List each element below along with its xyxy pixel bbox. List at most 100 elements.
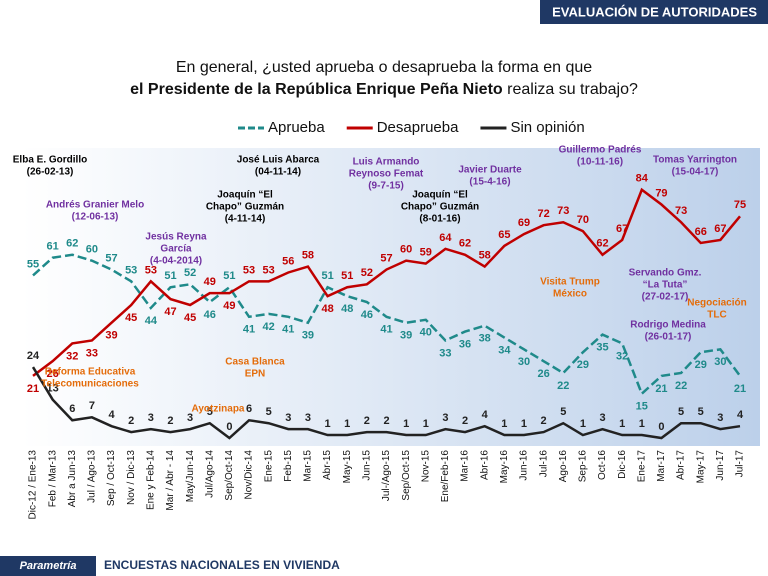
data-label: 2 (462, 415, 468, 427)
x-tick-label: Abr a Jun-13 (67, 450, 78, 508)
data-label: 70 (577, 214, 589, 226)
header-bar (540, 0, 768, 24)
series-line (32, 253, 742, 396)
data-label: 3 (442, 412, 448, 424)
annotation: Reynoso Femat (349, 169, 424, 180)
data-label: 58 (479, 249, 491, 261)
x-tick-label: May-17 (695, 450, 706, 484)
annotation: Joaquín “El (412, 190, 468, 201)
x-tick-label: May/Jun-14 (185, 450, 196, 503)
data-label: 65 (498, 229, 510, 241)
legend-label: Desaprueba (377, 119, 459, 136)
data-label: 51 (223, 270, 235, 282)
data-label: 67 (714, 223, 726, 235)
annotation: (26-02-13) (27, 167, 74, 178)
data-label: 67 (616, 223, 628, 235)
data-label: 15 (636, 401, 648, 413)
data-label: 1 (344, 418, 350, 430)
annotation: Ayotzinapa (192, 404, 245, 415)
annotation: TLC (707, 310, 726, 321)
data-label: 3 (187, 412, 193, 424)
x-tick-label: Ene/Feb-16 (440, 450, 451, 503)
data-label: 1 (325, 418, 331, 430)
annotation: Elba E. Gordillo (13, 155, 87, 166)
legend-label: Aprueba (268, 119, 325, 136)
x-tick-label: Oct-16 (597, 450, 608, 480)
data-label: 46 (204, 309, 216, 321)
data-label: 41 (243, 324, 255, 336)
data-label: 0 (658, 421, 664, 433)
data-label: 39 (400, 330, 412, 342)
data-label: 53 (125, 264, 137, 276)
legend-label: Sin opinión (510, 119, 584, 136)
data-label: 21 (27, 383, 39, 395)
data-label: 21 (734, 383, 746, 395)
annotation: México (553, 289, 587, 300)
annotation: Jesús Reyna (145, 232, 207, 243)
data-label: 42 (263, 321, 275, 333)
annotation: Luis Armando (353, 157, 420, 168)
x-tick-label: Jun-15 (362, 450, 373, 481)
x-tick-label: Jun-17 (715, 450, 726, 481)
data-label: 7 (89, 400, 95, 412)
title-rest: realiza su trabajo? (503, 81, 638, 98)
x-tick-label: Feb-15 (283, 450, 294, 482)
data-label: 59 (420, 247, 432, 259)
data-label: 6 (69, 403, 75, 415)
x-tick-label: Jul-17 (735, 450, 746, 478)
data-label: 57 (380, 252, 392, 264)
data-label: 36 (459, 339, 471, 351)
data-label: 62 (66, 238, 78, 250)
data-label: 5 (698, 406, 704, 418)
data-label: 60 (400, 244, 412, 256)
data-label: 49 (204, 276, 216, 288)
x-tick-label: Jul-/Ago-15 (381, 450, 392, 502)
data-label: 84 (636, 173, 649, 185)
data-label: 38 (479, 333, 491, 345)
annotation: “La Tuta” (643, 280, 688, 291)
x-tick-label: Jun-16 (519, 450, 530, 481)
data-label: 58 (302, 249, 314, 261)
footer-brand-bar (0, 556, 96, 576)
data-label: 53 (243, 264, 255, 276)
x-tick-label: Ene-15 (263, 450, 274, 483)
data-label: 21 (655, 383, 667, 395)
data-label: 13 (47, 382, 59, 394)
data-label: 3 (148, 412, 154, 424)
data-label: 79 (655, 187, 667, 199)
data-label: 60 (86, 244, 98, 256)
data-label: 2 (383, 415, 389, 427)
data-label: 5 (207, 406, 213, 418)
x-tick-label: Ago-16 (558, 450, 569, 483)
footer-text: ENCUESTAS NACIONALES EN VIVIENDA (104, 558, 340, 572)
x-tick-label: Abr-17 (676, 450, 687, 480)
annotation: (04-11-14) (255, 167, 301, 178)
data-label: 41 (282, 324, 294, 336)
data-label: 75 (734, 199, 746, 211)
data-label: 6 (246, 403, 252, 415)
data-label: 5 (560, 406, 566, 418)
data-label: 48 (321, 303, 333, 315)
data-label: 35 (596, 341, 608, 353)
data-label: 49 (223, 300, 235, 312)
annotation: Servando Gmz. (629, 268, 702, 279)
data-label: 39 (105, 330, 117, 342)
data-label: 3 (599, 412, 605, 424)
data-label: 30 (714, 356, 726, 368)
x-tick-label: May-16 (499, 450, 510, 484)
x-tick-label: Jul-16 (538, 450, 549, 478)
data-label: 2 (128, 415, 134, 427)
chart-title: el Presidente de la República Enrique Pe… (130, 81, 638, 98)
annotation: (8-01-16) (419, 214, 460, 225)
data-label: 45 (184, 312, 196, 324)
x-tick-label: May-15 (342, 450, 353, 484)
data-label: 26 (47, 368, 59, 380)
data-label: 22 (675, 380, 687, 392)
annotation: (15-4-16) (469, 177, 510, 188)
data-label: 34 (498, 344, 511, 356)
data-label: 4 (737, 409, 744, 421)
data-label: 4 (108, 409, 115, 421)
data-label: 52 (361, 267, 373, 279)
annotation: Tomas Yarrington (653, 155, 737, 166)
data-label: 33 (439, 347, 451, 359)
